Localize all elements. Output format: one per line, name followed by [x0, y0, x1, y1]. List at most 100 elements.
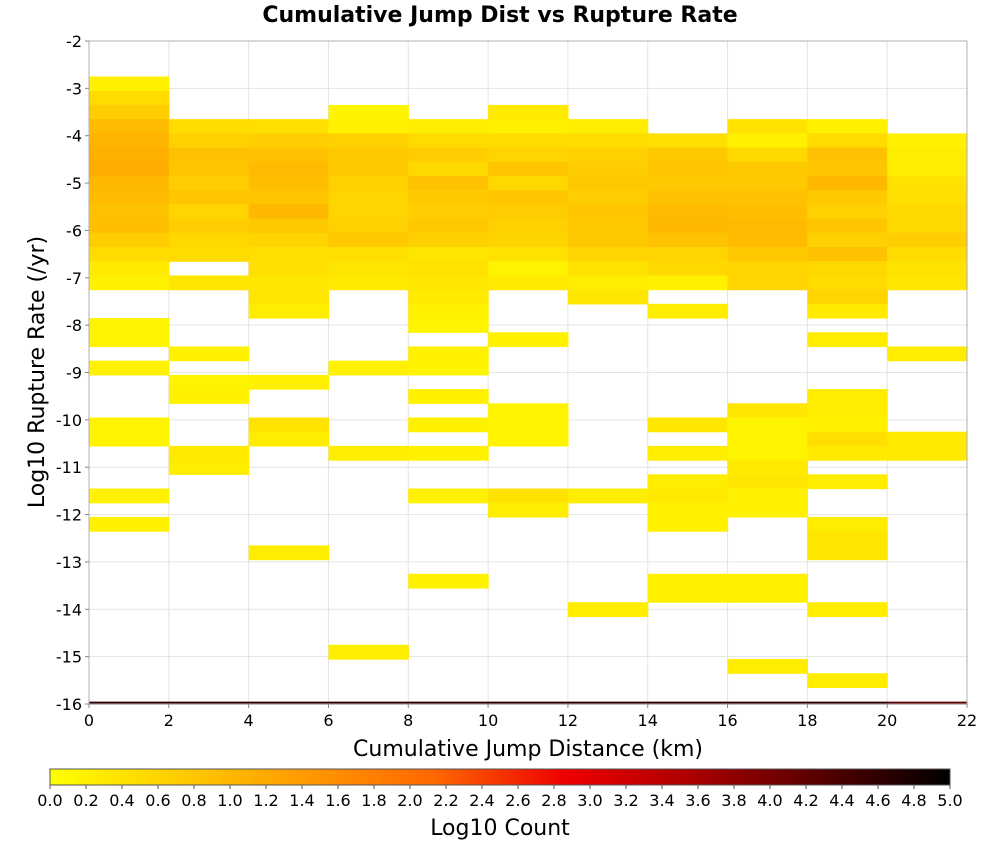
heatmap-cell	[408, 247, 489, 262]
heatmap-cell	[89, 417, 170, 433]
heatmap-cell	[408, 218, 489, 234]
x-tick-label: 2	[164, 711, 174, 730]
heatmap-cell	[807, 445, 888, 461]
heatmap-cell	[168, 701, 250, 705]
heatmap-cell	[248, 289, 330, 305]
heatmap-cell	[727, 417, 808, 433]
heatmap-cell	[408, 133, 489, 149]
heatmap-cell	[488, 119, 569, 134]
heatmap-cell	[488, 275, 569, 291]
heatmap-cell	[89, 76, 170, 92]
heatmap-cell	[807, 232, 888, 248]
heatmap-cell	[168, 247, 250, 262]
heatmap-cell	[567, 175, 649, 191]
y-tick-label: -3	[66, 79, 82, 98]
heatmap-cell	[488, 104, 569, 120]
heatmap-cell	[248, 232, 330, 248]
colorbar	[49, 768, 951, 786]
heatmap-cell	[408, 175, 489, 191]
heatmap-cell	[408, 204, 489, 220]
heatmap-cell	[408, 289, 489, 305]
y-tick-label: -10	[56, 411, 82, 430]
heatmap-cell	[567, 701, 649, 705]
colorbar-tick-label: 2.2	[433, 791, 458, 810]
heatmap-cell	[647, 474, 729, 490]
heatmap-cell	[408, 360, 489, 376]
heatmap-cell	[328, 175, 409, 191]
heatmap-cell	[727, 474, 808, 490]
heatmap-cell	[248, 374, 330, 390]
heatmap-cell	[887, 218, 968, 234]
colorbar-tick-label: 4.8	[901, 791, 926, 810]
heatmap-cell	[168, 133, 250, 149]
heatmap-cells	[89, 76, 968, 705]
heatmap-cell	[89, 190, 170, 205]
heatmap-cell	[408, 147, 489, 163]
heatmap-cell	[488, 261, 569, 277]
heatmap-cell	[89, 104, 170, 120]
heatmap-cell	[807, 332, 888, 348]
y-tick-label: -11	[56, 458, 82, 477]
heatmap-cell	[328, 247, 409, 262]
heatmap-cell	[807, 417, 888, 433]
heatmap-cell	[807, 516, 888, 532]
heatmap-cell	[248, 175, 330, 191]
heatmap-cell	[408, 119, 489, 134]
heatmap-cell	[168, 374, 250, 390]
heatmap-cell	[807, 289, 888, 305]
colorbar-tick-label: 4.6	[865, 791, 890, 810]
heatmap-cell	[168, 389, 250, 404]
heatmap-cell	[168, 204, 250, 220]
heatmap-cell	[89, 232, 170, 248]
heatmap-cell	[248, 417, 330, 433]
y-tick-label: -12	[56, 506, 82, 525]
y-axis-ticks: -2 -3 -4 -5 -6 -7 -8 -9 -10 -11 -12 -13 -14 -15 -16	[56, 32, 89, 714]
colorbar-tick-label: 4.2	[793, 791, 818, 810]
heatmap-cell	[887, 346, 968, 362]
heatmap-cell	[328, 218, 409, 234]
heatmap-cell	[248, 190, 330, 205]
heatmap-cell	[408, 701, 489, 705]
x-tick-label: 4	[244, 711, 254, 730]
heatmap-cell	[248, 261, 330, 277]
heatmap-cell	[887, 190, 968, 205]
heatmap-cell	[248, 119, 330, 134]
heatmap-cell	[328, 161, 409, 177]
heatmap-cell	[567, 119, 649, 134]
heatmap-cell	[567, 289, 649, 305]
heatmap-cell	[488, 701, 569, 705]
heatmap-cell	[807, 133, 888, 149]
colorbar-label: Log10 Count	[430, 816, 570, 841]
heatmap-cell	[89, 431, 170, 447]
colorbar-tick-label: 0.2	[73, 791, 98, 810]
heatmap-cell	[488, 247, 569, 262]
x-axis-label: Cumulative Jump Distance (km)	[353, 737, 703, 762]
heatmap-cell	[168, 445, 250, 461]
heatmap-cell	[887, 232, 968, 248]
heatmap-cell	[89, 701, 170, 705]
x-tick-label: 16	[717, 711, 737, 730]
heatmap-cell	[488, 133, 569, 149]
heatmap-cell	[727, 460, 808, 475]
heatmap-cell	[807, 119, 888, 134]
heatmap-cell	[408, 275, 489, 291]
heatmap-cell	[408, 232, 489, 248]
heatmap-cell	[647, 417, 729, 433]
heatmap-cell	[408, 389, 489, 404]
heatmap-cell	[727, 445, 808, 461]
y-tick-label: -7	[66, 269, 82, 288]
heatmap-cell	[647, 516, 729, 532]
heatmap-cell	[567, 247, 649, 262]
heatmap-cell	[248, 303, 330, 319]
x-tick-label: 10	[478, 711, 498, 730]
colorbar-tick-label: 1.0	[217, 791, 242, 810]
heatmap-cell	[328, 360, 409, 376]
colorbar-tick-label: 3.4	[649, 791, 674, 810]
heatmap-cell	[408, 303, 489, 319]
heatmap-cell	[647, 190, 729, 205]
heatmap-cell	[408, 346, 489, 362]
heatmap-cell	[248, 218, 330, 234]
colorbar-tick-label: 3.0	[577, 791, 602, 810]
heatmap-cell	[807, 275, 888, 291]
heatmap-cell	[328, 119, 409, 134]
